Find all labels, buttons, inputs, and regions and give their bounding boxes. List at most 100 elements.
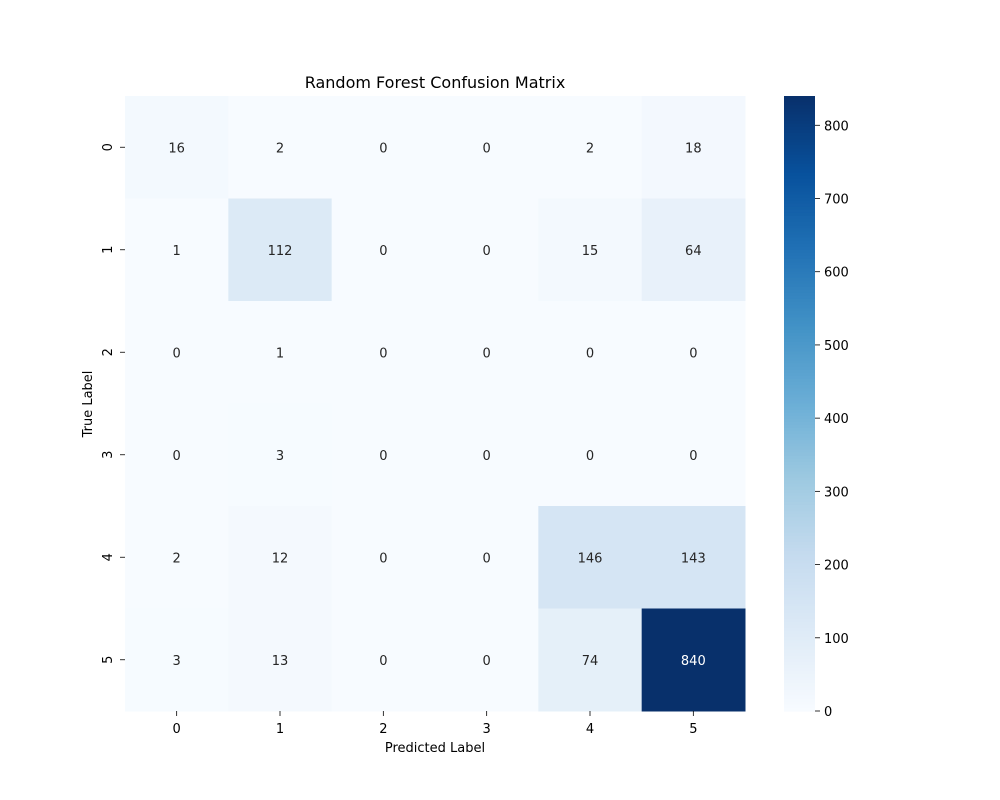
colorbar-tick-label: 800 (824, 119, 849, 134)
colorbar-segment (784, 311, 815, 315)
colorbar-segment (784, 203, 815, 208)
colorbar: 0 100 200 300 400 500 600 700 800 (784, 96, 849, 720)
colorbar-segment (784, 406, 815, 411)
colorbar-segment (784, 646, 815, 651)
colorbar-segment (784, 425, 815, 429)
cell-value-label: 2 (173, 551, 181, 566)
colorbar-segment (784, 391, 815, 395)
colorbar-segment (784, 326, 815, 331)
cell-value-label: 13 (272, 654, 289, 669)
colorbar-segment (784, 581, 815, 586)
colorbar-segment (784, 548, 815, 552)
colorbar-segment (784, 517, 815, 521)
x-tick-label: 4 (586, 722, 594, 737)
colorbar-segment (784, 215, 815, 220)
heatmap-cell (125, 301, 229, 404)
colorbar-segment (784, 624, 815, 629)
heatmap-cell (435, 506, 539, 609)
colorbar-segment (784, 120, 815, 125)
colorbar-segment (784, 431, 815, 435)
colorbar-segment (784, 671, 815, 675)
colorbar-segment (784, 560, 815, 565)
cell-value-label: 146 (578, 551, 603, 566)
colorbar-segment (784, 385, 815, 389)
colorbar-segment (784, 557, 815, 561)
colorbar-segment (784, 683, 815, 688)
colorbar-segment (784, 468, 815, 472)
heatmap-cell (641, 96, 746, 199)
heatmap-cell (641, 301, 746, 404)
heatmap-cell (125, 506, 229, 609)
heatmap-cell (435, 608, 539, 712)
colorbar-segment (784, 680, 815, 684)
colorbar-segment (784, 228, 815, 232)
colorbar-segment (784, 271, 815, 275)
colorbar-segment (784, 504, 815, 509)
y-axis: 0 1 2 3 4 5 (101, 143, 125, 664)
colorbar-segment (784, 274, 815, 279)
colorbar-segment (784, 486, 815, 491)
colorbar-segment (784, 621, 815, 626)
x-tick-label: 1 (276, 722, 284, 737)
cell-value-label: 0 (483, 141, 491, 156)
colorbar-segment (784, 129, 815, 134)
colorbar-segment (784, 600, 815, 604)
colorbar-segment (784, 649, 815, 654)
colorbar-segment (784, 615, 815, 620)
heatmap-cell (125, 198, 229, 302)
colorbar-segment (784, 449, 815, 454)
colorbar-segment (784, 440, 815, 445)
colorbar-segment (784, 461, 815, 466)
colorbar-segment (784, 246, 815, 251)
colorbar-segment (784, 511, 815, 515)
colorbar-segment (784, 292, 815, 297)
colorbar-segment (784, 262, 815, 266)
colorbar-segment (784, 329, 815, 334)
heatmap-cell (538, 301, 643, 404)
heatmap-cell (331, 301, 436, 404)
colorbar-segment (784, 249, 815, 254)
colorbar-segment (784, 166, 815, 171)
colorbar-segment (784, 283, 815, 288)
cell-value-label: 0 (379, 449, 387, 464)
colorbar-segment (784, 594, 815, 598)
colorbar-segment (784, 142, 815, 146)
colorbar-segment (784, 514, 815, 518)
heatmap-cell (435, 198, 539, 302)
colorbar-segment (784, 114, 815, 119)
colorbar-segment (784, 363, 815, 368)
cell-value-label: 3 (173, 654, 181, 669)
colorbar-segment (784, 308, 815, 312)
colorbar-segment (784, 689, 815, 694)
heatmap-cell (228, 608, 333, 712)
colorbar-segment (784, 320, 815, 325)
colorbar-segment (784, 498, 815, 503)
cell-value-label: 0 (586, 449, 594, 464)
cell-value-label: 0 (379, 346, 387, 361)
colorbar-segment (784, 465, 815, 469)
heatmap-cell (538, 198, 643, 302)
colorbar-tick-label: 700 (824, 193, 849, 208)
colorbar-segment (784, 544, 815, 549)
colorbar-segment (784, 191, 815, 195)
x-tick-label: 3 (483, 722, 491, 737)
cell-value-label: 0 (379, 141, 387, 156)
heatmap-cell (228, 301, 333, 404)
colorbar-segment (784, 234, 815, 239)
colorbar-segment (784, 102, 815, 106)
cell-value-label: 840 (681, 654, 706, 669)
colorbar-segment (784, 554, 815, 558)
heatmap-cells: 16 2 0 0 2 18 1 112 0 0 15 64 0 1 0 0 0 0 0 3 0 0 0 0 2 12 0 0 146 14… (125, 96, 746, 712)
colorbar-segment (784, 523, 815, 528)
cell-value-label: 0 (483, 551, 491, 566)
colorbar-segment (784, 520, 815, 525)
colorbar-tick-label: 0 (824, 705, 832, 720)
colorbar-segment (784, 606, 815, 611)
colorbar-segment (784, 569, 815, 574)
colorbar-segment (784, 421, 815, 426)
colorbar-segment (784, 400, 815, 405)
cell-value-label: 0 (586, 346, 594, 361)
colorbar-segment (784, 348, 815, 352)
y-tick-label: 4 (101, 553, 116, 561)
colorbar-segment (784, 148, 815, 152)
